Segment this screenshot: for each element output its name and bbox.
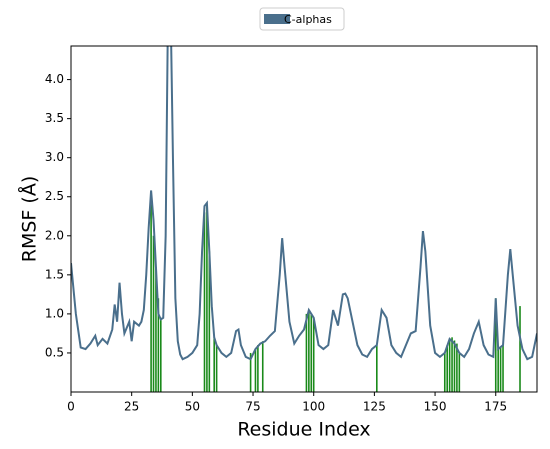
y-tick-label: 2.5	[45, 189, 64, 203]
y-axis-label: RMSF (Å)	[18, 176, 41, 262]
y-tick-label: 3.5	[45, 111, 64, 125]
y-tick-label: 1.5	[45, 267, 64, 281]
x-tick-label: 0	[67, 400, 75, 414]
y-tick-label: 3.0	[45, 150, 64, 164]
y-tick-label: 4.0	[45, 72, 64, 86]
x-tick-label: 25	[124, 400, 139, 414]
legend-swatch	[264, 14, 290, 24]
legend-box	[259, 7, 345, 31]
series-line	[71, 46, 537, 361]
x-tick-label: 150	[424, 400, 447, 414]
x-tick-label: 175	[484, 400, 507, 414]
x-tick-label: 125	[363, 400, 386, 414]
x-tick-label: 50	[185, 400, 200, 414]
y-tick-label: 1.0	[45, 306, 64, 320]
legend-label: C-alphas	[284, 13, 332, 26]
plot-frame	[70, 45, 538, 393]
x-axis-label: Residue Index	[237, 419, 370, 441]
x-tick-label: 75	[245, 400, 260, 414]
plot-area	[71, 46, 537, 392]
y-tick-label: 2.0	[45, 228, 64, 242]
x-tick-label: 100	[302, 400, 325, 414]
y-tick-label: 0.5	[45, 345, 64, 359]
